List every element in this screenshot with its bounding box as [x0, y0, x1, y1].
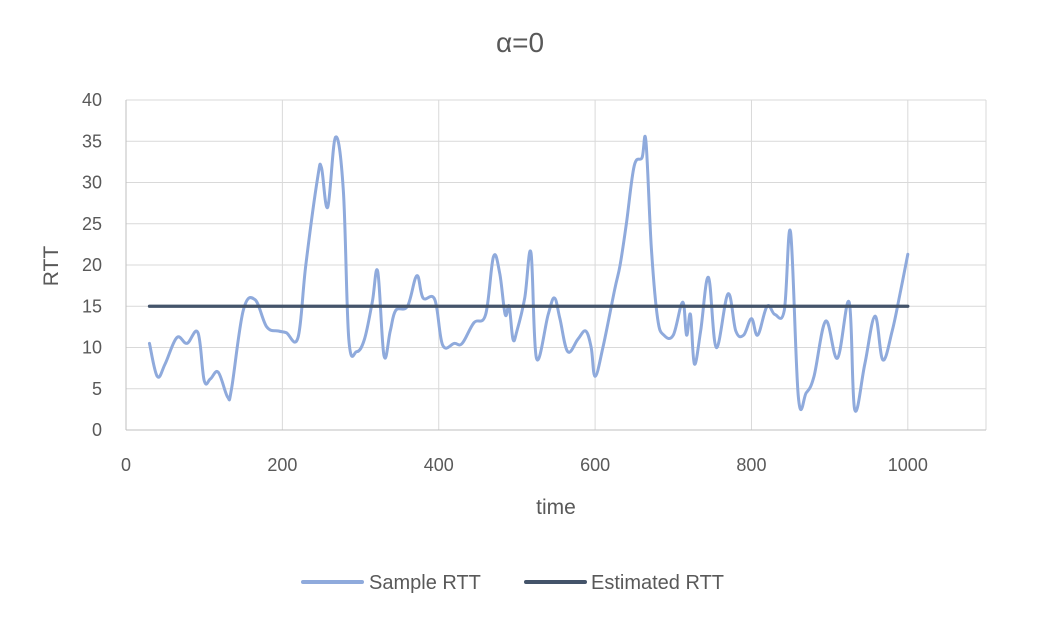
- y-axis-title: RTT: [40, 246, 63, 287]
- y-tick-label: 15: [82, 296, 102, 316]
- y-tick-label: 10: [82, 338, 102, 358]
- y-tick-label: 30: [82, 173, 102, 193]
- series-line-sample-rtt: [147, 134, 910, 413]
- x-tick-label: 800: [736, 455, 766, 475]
- x-tick-label: 200: [267, 455, 297, 475]
- series-lines: [147, 134, 910, 413]
- y-tick-label: 25: [82, 214, 102, 234]
- x-tick-label: 1000: [888, 455, 928, 475]
- y-tick-label: 35: [82, 131, 102, 151]
- legend: Sample RTT Estimated RTT: [301, 572, 724, 594]
- gridlines: [126, 99, 987, 430]
- axes: [125, 100, 986, 431]
- y-tick-label: 5: [92, 379, 102, 399]
- y-tick-label: 40: [82, 90, 102, 110]
- x-tick-label: 600: [580, 455, 610, 475]
- x-tick-label: 400: [424, 455, 454, 475]
- y-tick-label: 0: [92, 420, 102, 440]
- legend-label-estimated-rtt: Estimated RTT: [591, 572, 724, 594]
- chart-title: α=0: [496, 27, 544, 58]
- x-tick-label: 0: [121, 455, 131, 475]
- x-axis-title: time: [536, 496, 576, 519]
- legend-label-sample-rtt: Sample RTT: [369, 572, 481, 594]
- y-tick-label: 20: [82, 255, 102, 275]
